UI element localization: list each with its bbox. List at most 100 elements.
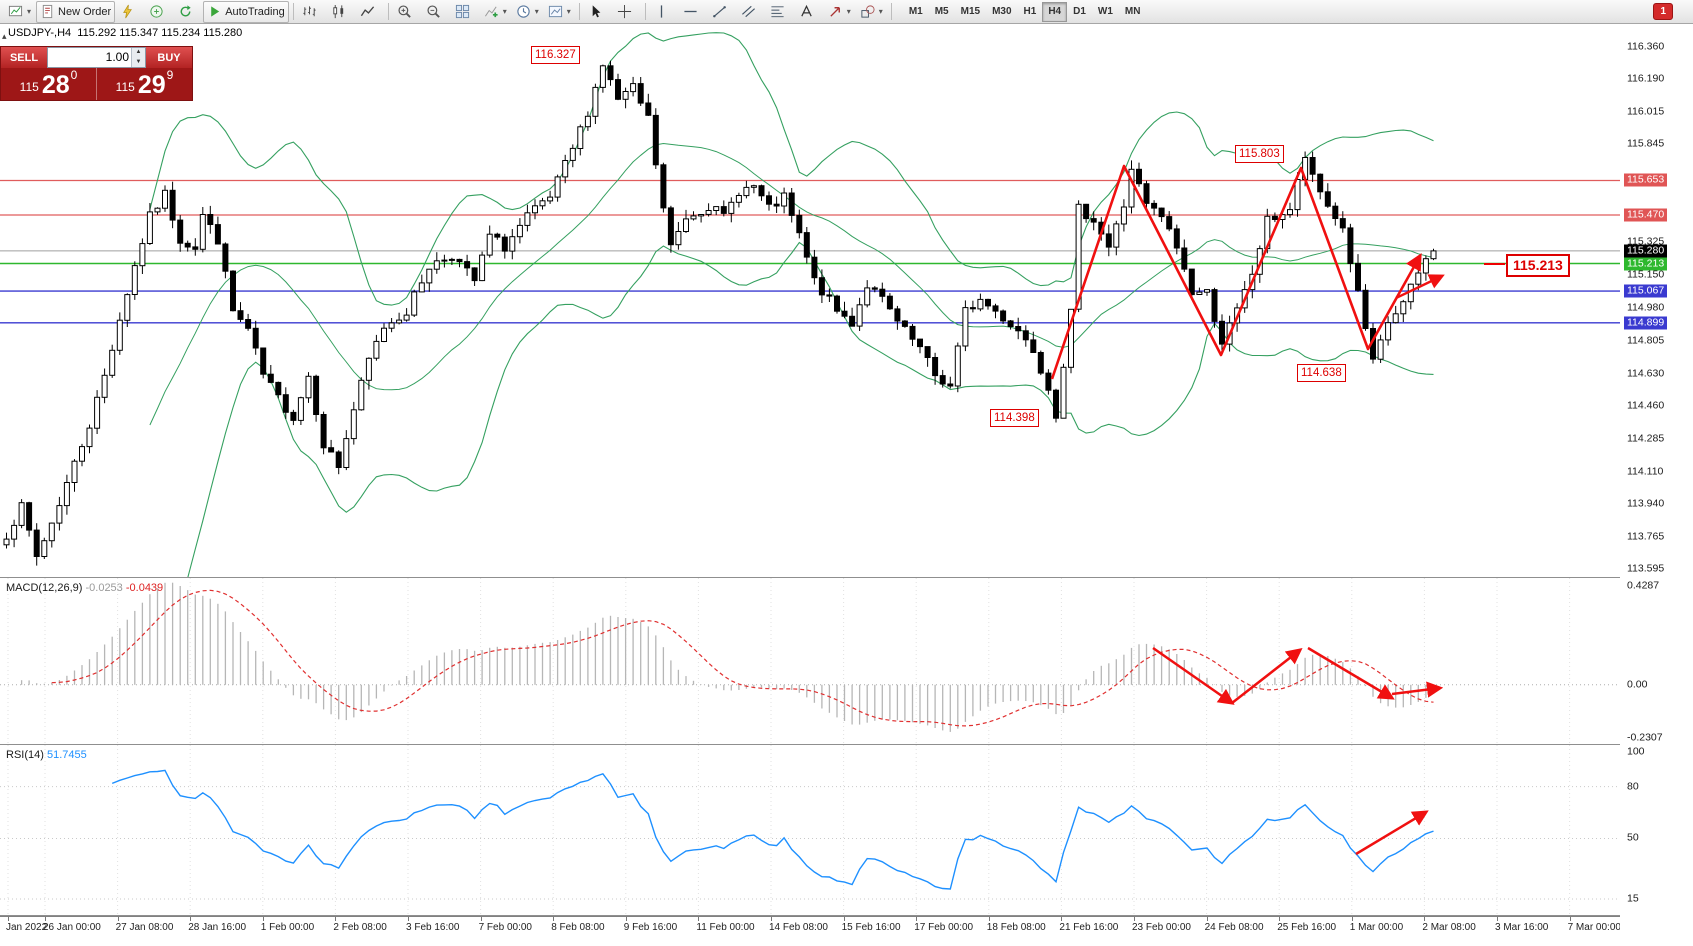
- metaeditor-button[interactable]: [116, 1, 144, 23]
- price-tick: 114.630: [1627, 367, 1665, 380]
- autotrading-button-label: AutoTrading: [225, 5, 285, 18]
- timeframe-h4[interactable]: H4: [1042, 1, 1068, 22]
- time-axis[interactable]: Jan 2022 26 Jan 00:00 27 Jan 08:00 28 Jan 1…: [0, 916, 1693, 946]
- refresh-icon: [178, 4, 193, 19]
- new-chart-icon: [8, 4, 23, 19]
- periods-button[interactable]: ▾: [512, 1, 543, 23]
- zoom-out-button[interactable]: [422, 1, 450, 23]
- volume-stepper[interactable]: ▲ ▼: [131, 48, 145, 67]
- symbol-ohlc-readout: USDJPY-,H4 115.292 115.347 115.234 115.2…: [8, 27, 243, 39]
- timeframe-m30[interactable]: M30: [992, 6, 1012, 17]
- timeframe-h1[interactable]: H1: [1023, 6, 1037, 17]
- toolbar-separator: [644, 3, 646, 20]
- volume-input[interactable]: 1.00 ▲ ▼: [47, 47, 146, 68]
- autotrading-button[interactable]: AutoTrading: [203, 0, 289, 23]
- time-tick-mark: [988, 917, 990, 921]
- price-axis[interactable]: 116.360 116.190 116.015 115.845 115.653 115.4…: [1620, 24, 1693, 946]
- time-tick: 3 Mar 16:00: [1495, 922, 1549, 933]
- toolbar-separator: [387, 3, 389, 20]
- toolbar-separator: [578, 3, 580, 20]
- tile-windows-button[interactable]: [451, 1, 479, 23]
- price-tick: 116.360: [1627, 40, 1665, 53]
- volume-value[interactable]: 1.00: [105, 50, 129, 64]
- time-tick-mark: [1279, 917, 1281, 921]
- time-tick-mark: [262, 917, 264, 921]
- dropdown-caret-icon: ▾: [566, 7, 571, 16]
- time-tick-mark: [916, 917, 918, 921]
- time-tick: 25 Feb 16:00: [1277, 922, 1337, 933]
- sell-price-display[interactable]: 115 28 0: [1, 68, 97, 100]
- price-tick: 114.805: [1627, 334, 1665, 347]
- expert-icon: [149, 4, 164, 19]
- volume-down-icon[interactable]: ▼: [132, 57, 145, 67]
- timeframe-m1[interactable]: M1: [908, 6, 923, 17]
- timeframe-d1[interactable]: D1: [1073, 6, 1086, 17]
- time-tick-mark: [1351, 917, 1353, 921]
- price-tick: 0.4287: [1627, 579, 1660, 592]
- price-tick: 100: [1627, 745, 1645, 758]
- sell-button[interactable]: SELL: [1, 47, 47, 68]
- cursor-icon: [588, 4, 603, 19]
- panel-separator[interactable]: [0, 744, 1693, 745]
- new-order-icon: [40, 4, 55, 19]
- refresh-button[interactable]: [174, 1, 202, 23]
- line-chart-button[interactable]: [356, 1, 384, 23]
- timeframe-m15[interactable]: M15: [960, 6, 981, 17]
- timeframe-m5[interactable]: M5: [934, 6, 949, 17]
- new-order-button[interactable]: New Order: [36, 0, 116, 23]
- macd-panel-canvas[interactable]: [0, 578, 1693, 744]
- cursor-button[interactable]: [584, 1, 612, 23]
- buy-button[interactable]: BUY: [146, 47, 192, 68]
- bars-icon: [302, 4, 317, 19]
- time-tick-mark: [117, 917, 119, 921]
- price-tick: 0.00: [1627, 678, 1648, 691]
- bar-chart-button[interactable]: [298, 1, 326, 23]
- sell-price-big: 28: [41, 71, 70, 99]
- time-tick: 28 Jan 16:00: [188, 922, 247, 933]
- toolbar-items: ▾ New Order AutoTrading ▾ ▾ ▾ ▾ ▾: [4, 0, 895, 23]
- text-icon: [799, 4, 814, 19]
- indicators-button[interactable]: ▾: [480, 1, 511, 23]
- timeframe-w1[interactable]: W1: [1097, 6, 1113, 17]
- arrows-button[interactable]: ▾: [824, 1, 855, 23]
- volume-up-icon[interactable]: ▲: [132, 48, 145, 58]
- crosshair-button[interactable]: [613, 1, 641, 23]
- panel-separator[interactable]: [0, 577, 1693, 578]
- timeframe-mn[interactable]: MN: [1124, 6, 1141, 17]
- vline-icon: [654, 4, 669, 19]
- price-chart-canvas[interactable]: [0, 24, 1693, 577]
- time-tick-mark: [408, 917, 409, 921]
- shapes-button[interactable]: ▾: [856, 1, 887, 23]
- fibo-icon: [770, 4, 785, 19]
- metaeditor-icon: [120, 4, 135, 19]
- indicator-icon: [484, 4, 499, 19]
- time-tick: 3 Feb 16:00: [406, 922, 460, 933]
- time-tick-mark: [1206, 917, 1208, 921]
- time-tick-mark: [698, 917, 700, 921]
- buy-price-display[interactable]: 115 29 9: [97, 68, 192, 100]
- vertical-line-button[interactable]: [650, 1, 678, 23]
- price-tick: -0.2307: [1627, 731, 1663, 744]
- trendline-button[interactable]: [708, 1, 736, 23]
- rsi-panel-canvas[interactable]: [0, 745, 1693, 915]
- new-chart-button[interactable]: ▾: [4, 1, 35, 23]
- price-tick: 115.280: [1624, 244, 1668, 258]
- time-tick-mark: [1061, 917, 1063, 921]
- text-button[interactable]: [795, 1, 823, 23]
- tile-icon: [455, 4, 470, 19]
- candlestick-chart-button[interactable]: [327, 1, 355, 23]
- time-tick: 11 Feb 00:00: [696, 922, 755, 933]
- one-click-collapse-arrow[interactable]: ▴: [2, 31, 7, 41]
- channel-button[interactable]: [737, 1, 765, 23]
- one-click-trading-panel: SELL 1.00 ▲ ▼ BUY 115 28 0 115 29 9: [0, 46, 193, 101]
- time-tick: 18 Feb 08:00: [986, 922, 1046, 933]
- alerts-badge[interactable]: 1: [1653, 3, 1673, 20]
- zoom-in-button[interactable]: [393, 1, 421, 23]
- templates-button[interactable]: ▾: [544, 1, 575, 23]
- price-tick: 50: [1627, 831, 1639, 844]
- rsi-value: 51.7455: [46, 749, 87, 761]
- horizontal-line-button[interactable]: [679, 1, 707, 23]
- fibonacci-button[interactable]: [766, 1, 794, 23]
- dropdown-caret-icon: ▾: [846, 7, 851, 16]
- expert-advisors-button[interactable]: [145, 1, 173, 23]
